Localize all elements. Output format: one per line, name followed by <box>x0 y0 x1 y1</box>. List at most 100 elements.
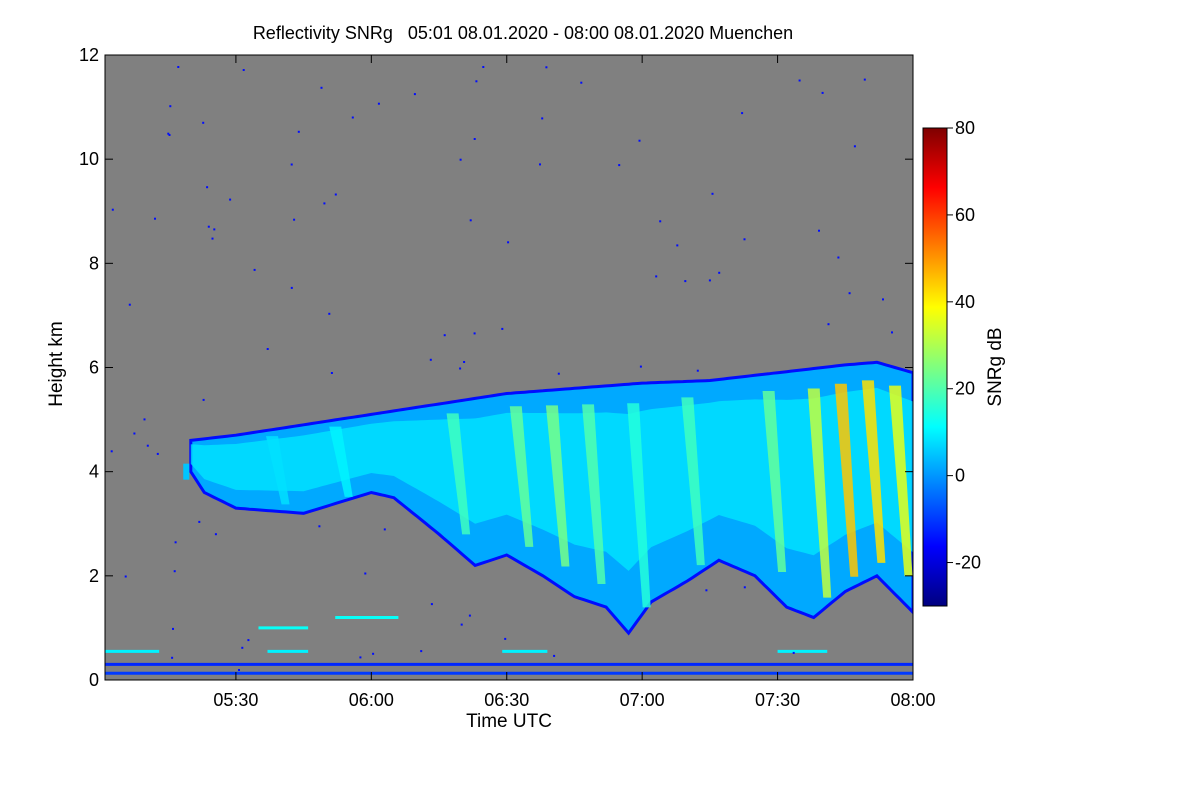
y-tick-label: 0 <box>89 670 99 690</box>
colorbar-tick-label: 20 <box>955 379 975 399</box>
y-tick-label: 10 <box>79 149 99 169</box>
noise-pixel <box>837 256 840 259</box>
noise-pixel <box>792 651 795 654</box>
colorbar-tick-label: 0 <box>955 466 965 486</box>
noise-pixel <box>211 237 214 240</box>
noise-pixel <box>207 225 210 228</box>
noise-pixel <box>821 91 824 94</box>
noise-pixel <box>659 220 662 223</box>
colorbar-tick-label: 80 <box>955 118 975 138</box>
noise-pixel <box>229 198 232 201</box>
colorbar-tick-label: 60 <box>955 205 975 225</box>
noise-pixel <box>443 334 446 337</box>
noise-pixel <box>168 134 171 136</box>
y-tick-label: 12 <box>79 45 99 65</box>
noise-pixel <box>377 102 380 105</box>
noise-pixel <box>848 292 851 295</box>
noise-pixel <box>198 520 201 523</box>
noise-pixel <box>238 669 240 671</box>
y-axis: 0 2 4 6 8 10 12 <box>79 45 913 690</box>
fall-streak <box>888 385 913 576</box>
noise-pixel <box>639 365 642 368</box>
x-axis: 05:30 06:00 06:30 07:00 07:30 08:00 <box>213 55 936 710</box>
noise-pixel <box>743 586 746 589</box>
noise-pixel <box>328 312 331 315</box>
noise-pixel <box>173 570 176 573</box>
fall-streak <box>266 436 290 505</box>
y-tick-label: 6 <box>89 358 99 378</box>
noise-pixel <box>241 646 244 649</box>
y-axis-label: Height km <box>46 321 67 407</box>
noise-pixel <box>128 303 131 306</box>
noise-pixel <box>475 80 478 83</box>
noise-pixel <box>459 367 462 370</box>
noise-pixel <box>156 452 159 455</box>
noise-pixel <box>323 202 326 205</box>
noise-pixel <box>818 229 820 232</box>
noise-pixel <box>429 358 432 361</box>
noise-pixel <box>580 81 583 84</box>
noise-pixel <box>413 93 416 96</box>
colorbar-ticks: -20 0 20 40 60 80 <box>947 118 981 573</box>
cloud-inner-body <box>190 387 913 571</box>
noise-pixel <box>167 132 170 135</box>
noise-pixel <box>297 130 300 133</box>
noise-pixel <box>459 158 462 161</box>
noise-pixel <box>318 525 321 528</box>
fall-streak <box>581 404 606 585</box>
noise-pixel <box>334 193 337 196</box>
x-tick-label: 05:30 <box>213 690 258 710</box>
y-tick-label: 4 <box>89 462 99 482</box>
noise-pixel <box>469 219 472 222</box>
noise-pixel <box>420 650 423 653</box>
noise-pixel <box>743 238 746 241</box>
noise-pixel <box>473 332 476 335</box>
y-tick-label: 2 <box>89 566 99 586</box>
fall-streak <box>509 406 534 547</box>
noise-pixel <box>154 217 156 220</box>
fall-streak <box>446 413 471 535</box>
fall-streak <box>545 405 570 567</box>
noise-pixel <box>202 121 205 124</box>
noise-pixel <box>202 398 205 401</box>
x-tick-label: 07:30 <box>755 690 800 710</box>
x-tick-label: 06:30 <box>484 690 529 710</box>
noise-pixel <box>174 541 177 544</box>
noise-pixel <box>718 271 721 274</box>
noise-pixel <box>482 66 485 68</box>
y-tick-label: 8 <box>89 253 99 273</box>
noise-pixel <box>177 66 180 68</box>
noise-pixel <box>463 361 466 363</box>
noise-pixel <box>798 79 801 82</box>
noise-pixel <box>507 241 510 244</box>
fall-streak <box>329 426 353 497</box>
noise-pixel <box>171 656 174 659</box>
isolated-echo-patch <box>183 463 190 480</box>
noise-pixel <box>708 279 711 282</box>
noise-pixel <box>655 275 658 278</box>
noise-pixel <box>290 286 293 289</box>
noise-pixel <box>214 533 217 536</box>
fall-streak <box>834 383 859 577</box>
fall-streak <box>627 403 651 608</box>
noise-pixel <box>473 138 476 140</box>
noise-pixel <box>460 623 463 626</box>
noise-pixel <box>247 639 250 642</box>
x-tick-label: 08:00 <box>890 690 935 710</box>
fall-streak <box>807 388 832 598</box>
x-axis-label: Time UTC <box>466 711 552 732</box>
plot-data-layer <box>105 66 913 675</box>
noise-pixel <box>293 218 296 221</box>
noise-pixel <box>110 450 113 453</box>
noise-pixel <box>705 589 708 592</box>
noise-pixel <box>638 139 641 142</box>
noise-pixel <box>290 163 293 166</box>
noise-pixel <box>266 348 269 350</box>
colorbar <box>922 127 948 607</box>
noise-pixel <box>684 280 687 283</box>
fall-streak <box>681 397 705 566</box>
noise-pixel <box>242 69 245 71</box>
noise-pixel <box>253 268 256 271</box>
fall-streak <box>762 390 787 572</box>
